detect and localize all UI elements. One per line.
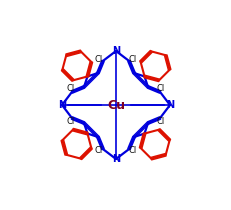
Text: Cl: Cl	[67, 84, 75, 93]
Text: N: N	[111, 154, 120, 164]
Text: Cl: Cl	[67, 117, 75, 126]
Text: Cl: Cl	[128, 146, 137, 155]
Text: Cl: Cl	[156, 117, 164, 126]
Text: Cl: Cl	[94, 55, 103, 64]
Text: N: N	[58, 100, 66, 110]
Text: Cl: Cl	[156, 84, 164, 93]
Text: Cl: Cl	[94, 146, 103, 155]
Text: N: N	[111, 46, 120, 56]
Text: Cl: Cl	[128, 55, 137, 64]
Text: N: N	[165, 100, 173, 110]
Text: Cu: Cu	[106, 98, 125, 112]
